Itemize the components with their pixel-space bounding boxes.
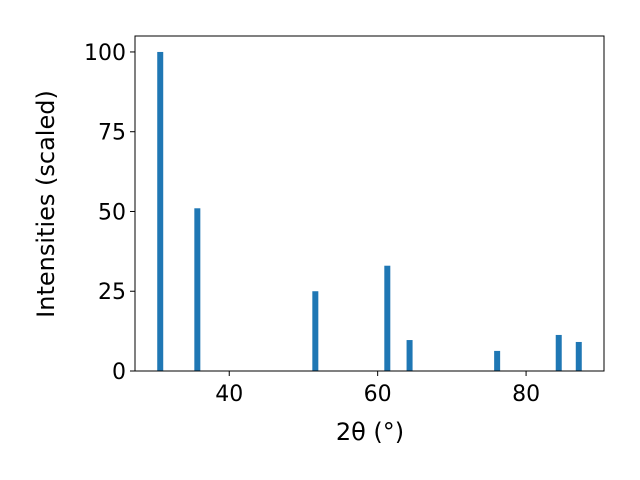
bar — [157, 51, 164, 371]
bar — [494, 350, 501, 371]
y-tick-label: 75 — [98, 121, 126, 146]
x-axis-label: 2θ (°) — [336, 418, 404, 446]
y-axis-label: Intensities (scaled) — [32, 90, 60, 318]
bar — [406, 340, 413, 371]
bar — [194, 208, 201, 371]
bar — [384, 265, 391, 371]
x-tick-label: 60 — [364, 382, 392, 407]
x-tick-label: 40 — [215, 382, 243, 407]
y-tick-label: 0 — [112, 360, 126, 385]
bar — [575, 341, 582, 371]
y-tick-label: 25 — [98, 280, 126, 305]
y-tick-label: 100 — [84, 41, 126, 66]
plot-frame — [134, 35, 605, 372]
bar — [555, 334, 562, 371]
bar — [312, 291, 319, 371]
x-tick-label: 80 — [512, 382, 540, 407]
y-tick-label: 50 — [98, 200, 126, 225]
